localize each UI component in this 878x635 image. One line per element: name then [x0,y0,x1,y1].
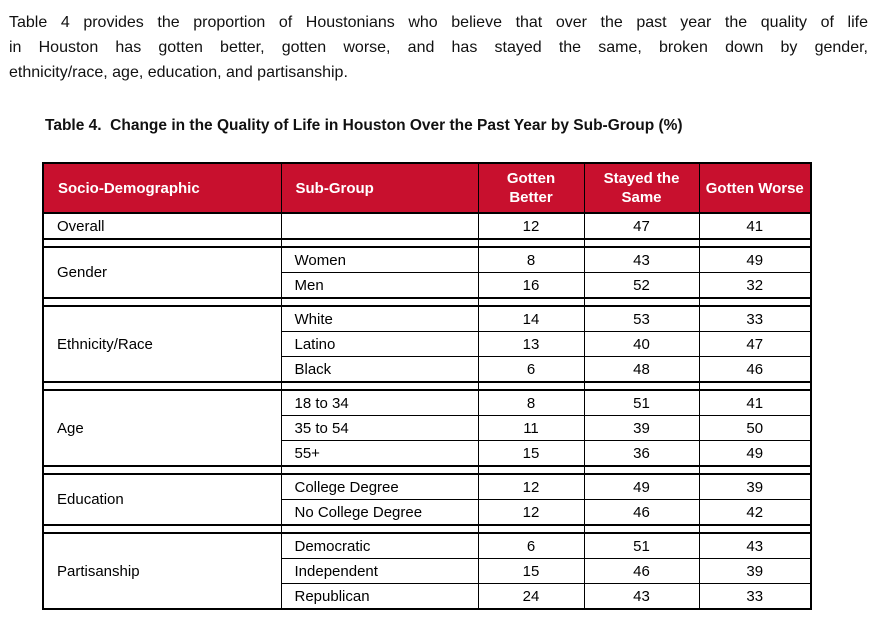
subgroup-cell: No College Degree [280,499,479,526]
value-cell: 51 [583,389,700,416]
value-cell: 41 [698,212,812,240]
value-cell: 39 [698,473,812,500]
table-row-black: Black 6 48 46 [43,356,812,383]
value-cell: 51 [583,532,700,559]
table-row-white: Ethnicity/Race White 14 53 33 [42,305,812,383]
value-cell: 13 [477,331,585,357]
intro-line: Table 4 provides the proportion of Houst… [9,14,868,31]
intro-line: in Houston has gotten better, gotten wor… [9,39,868,56]
group-separator [42,465,812,475]
value-cell: 15 [477,558,585,584]
table-row-women: Gender Women 8 43 49 [42,246,812,299]
value-cell: 33 [698,305,812,332]
subgroup-cell: 18 to 34 [280,389,479,416]
value-cell: 16 [477,272,585,299]
table-row-overall: Overall 12 47 41 [42,212,812,240]
table-row-men: Men 16 52 32 [43,272,812,299]
intro-paragraph: Table 4 provides the proportion of Houst… [0,0,878,85]
value-cell: 47 [698,331,812,357]
value-cell: 15 [477,440,585,467]
value-cell: 6 [477,532,585,559]
table-row-35-54: 35 to 54 11 39 50 [43,415,812,441]
subgroup-cell: Republican [280,583,479,610]
value-cell: 8 [477,246,585,273]
col-header-gotten-worse: Gotten Worse [698,162,812,214]
value-cell: 24 [477,583,585,610]
group-label-cell: Partisanship [42,532,282,610]
value-cell: 53 [583,305,700,332]
value-cell: 50 [698,415,812,441]
value-cell: 49 [698,246,812,273]
value-cell: 46 [698,356,812,383]
subgroup-cell: White [280,305,479,332]
value-cell: 41 [698,389,812,416]
value-cell: 39 [698,558,812,584]
value-cell: 43 [698,532,812,559]
value-cell: 32 [698,272,812,299]
value-cell: 11 [477,415,585,441]
group-separator [42,238,812,248]
subgroup-cell: Democratic [280,532,479,559]
table-row-republican: Republican 24 43 33 [43,583,812,610]
col-header-sub-group: Sub-Group [280,162,479,214]
subgroup-cell: 55+ [280,440,479,467]
table-row-independent: Independent 15 46 39 [43,558,812,584]
group-label-cell: Education [42,473,282,526]
value-cell: 48 [583,356,700,383]
value-cell: 47 [583,212,700,240]
value-cell: 6 [477,356,585,383]
group-label-cell: Gender [42,246,282,299]
table-row-college-degree: Education College Degree 12 49 39 [42,473,812,526]
subgroup-cell: Latino [280,331,479,357]
col-header-gotten-better: Gotten Better [477,162,585,214]
table-row-democratic: Partisanship Democratic 6 51 43 [42,532,812,610]
value-cell: 36 [583,440,700,467]
subgroup-cell: College Degree [280,473,479,500]
table-title: Table 4. Change in the Quality of Life i… [45,117,683,134]
value-cell: 46 [583,558,700,584]
intro-line: ethnicity/race, age, education, and part… [9,64,348,81]
col-header-stayed-the-same: Stayed the Same [583,162,700,214]
value-cell: 14 [477,305,585,332]
value-cell: 40 [583,331,700,357]
group-label-cell: Overall [42,212,282,240]
table-row-latino: Latino 13 40 47 [43,331,812,357]
table-row-18-34: Age 18 to 34 8 51 41 [42,389,812,467]
group-separator [42,524,812,534]
subgroup-cell: Independent [280,558,479,584]
value-cell: 12 [477,473,585,500]
table-row-55plus: 55+ 15 36 49 [43,440,812,467]
subgroup-cell [280,212,479,240]
table-row-no-college-degree: No College Degree 12 46 42 [43,499,812,526]
subgroup-cell: 35 to 54 [280,415,479,441]
value-cell: 8 [477,389,585,416]
subgroup-cell: Black [280,356,479,383]
value-cell: 42 [698,499,812,526]
group-label-cell: Ethnicity/Race [42,305,282,383]
value-cell: 12 [477,212,585,240]
value-cell: 33 [698,583,812,610]
group-label-cell: Age [42,389,282,467]
value-cell: 49 [698,440,812,467]
subgroup-cell: Men [280,272,479,299]
subgroup-cell: Women [280,246,479,273]
col-header-socio-demographic: Socio-Demographic [42,162,282,214]
value-cell: 39 [583,415,700,441]
group-separator [42,381,812,391]
value-cell: 46 [583,499,700,526]
value-cell: 43 [583,583,700,610]
value-cell: 43 [583,246,700,273]
quality-of-life-table: Socio-Demographic Sub-Group Gotten Bette… [42,162,812,610]
value-cell: 12 [477,499,585,526]
value-cell: 52 [583,272,700,299]
header-row: Socio-Demographic Sub-Group Gotten Bette… [42,162,812,214]
group-separator [42,297,812,307]
value-cell: 49 [583,473,700,500]
